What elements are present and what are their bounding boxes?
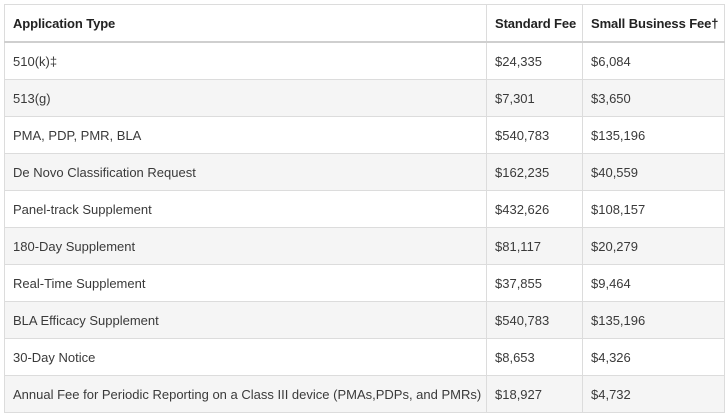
application-type-cell: 510(k)‡ xyxy=(4,41,487,80)
table-row: Real-Time Supplement $37,855 $9,464 xyxy=(4,264,725,302)
application-type-cell: De Novo Classification Request xyxy=(4,153,487,191)
header-standard-fee: Standard Fee xyxy=(486,4,583,43)
table-row: BLA Efficacy Supplement $540,783 $135,19… xyxy=(4,301,725,339)
table-row: 510(k)‡ $24,335 $6,084 xyxy=(4,41,725,80)
application-type-cell: Real-Time Supplement xyxy=(4,264,487,302)
standard-fee-cell: $18,927 xyxy=(486,375,583,413)
standard-fee-cell: $37,855 xyxy=(486,264,583,302)
fee-table-container: Application Type Standard Fee Small Busi… xyxy=(4,4,725,413)
small-business-fee-cell: $135,196 xyxy=(582,301,725,339)
fee-table: Application Type Standard Fee Small Busi… xyxy=(4,4,725,413)
header-row: Application Type Standard Fee Small Busi… xyxy=(4,4,725,43)
standard-fee-cell: $7,301 xyxy=(486,79,583,117)
standard-fee-cell: $540,783 xyxy=(486,301,583,339)
standard-fee-cell: $540,783 xyxy=(486,116,583,154)
table-row: Panel-track Supplement $432,626 $108,157 xyxy=(4,190,725,228)
small-business-fee-cell: $3,650 xyxy=(582,79,725,117)
application-type-cell: 513(g) xyxy=(4,79,487,117)
small-business-fee-cell: $40,559 xyxy=(582,153,725,191)
small-business-fee-cell: $6,084 xyxy=(582,41,725,80)
table-row: 180-Day Supplement $81,117 $20,279 xyxy=(4,227,725,265)
standard-fee-cell: $432,626 xyxy=(486,190,583,228)
table-row: 513(g) $7,301 $3,650 xyxy=(4,79,725,117)
table-row: Annual Fee for Periodic Reporting on a C… xyxy=(4,375,725,413)
small-business-fee-cell: $135,196 xyxy=(582,116,725,154)
small-business-fee-cell: $108,157 xyxy=(582,190,725,228)
table-row: PMA, PDP, PMR, BLA $540,783 $135,196 xyxy=(4,116,725,154)
small-business-fee-cell: $4,326 xyxy=(582,338,725,376)
application-type-cell: 180-Day Supplement xyxy=(4,227,487,265)
application-type-cell: PMA, PDP, PMR, BLA xyxy=(4,116,487,154)
application-type-cell: Panel-track Supplement xyxy=(4,190,487,228)
table-body: 510(k)‡ $24,335 $6,084 513(g) $7,301 $3,… xyxy=(4,41,725,413)
table-header: Application Type Standard Fee Small Busi… xyxy=(4,4,725,43)
standard-fee-cell: $81,117 xyxy=(486,227,583,265)
small-business-fee-cell: $9,464 xyxy=(582,264,725,302)
standard-fee-cell: $24,335 xyxy=(486,41,583,80)
table-row: 30-Day Notice $8,653 $4,326 xyxy=(4,338,725,376)
small-business-fee-cell: $4,732 xyxy=(582,375,725,413)
application-type-cell: BLA Efficacy Supplement xyxy=(4,301,487,339)
table-row: De Novo Classification Request $162,235 … xyxy=(4,153,725,191)
small-business-fee-cell: $20,279 xyxy=(582,227,725,265)
standard-fee-cell: $8,653 xyxy=(486,338,583,376)
standard-fee-cell: $162,235 xyxy=(486,153,583,191)
application-type-cell: 30-Day Notice xyxy=(4,338,487,376)
header-application-type: Application Type xyxy=(4,4,487,43)
application-type-cell: Annual Fee for Periodic Reporting on a C… xyxy=(4,375,487,413)
header-small-business-fee: Small Business Fee† xyxy=(582,4,725,43)
